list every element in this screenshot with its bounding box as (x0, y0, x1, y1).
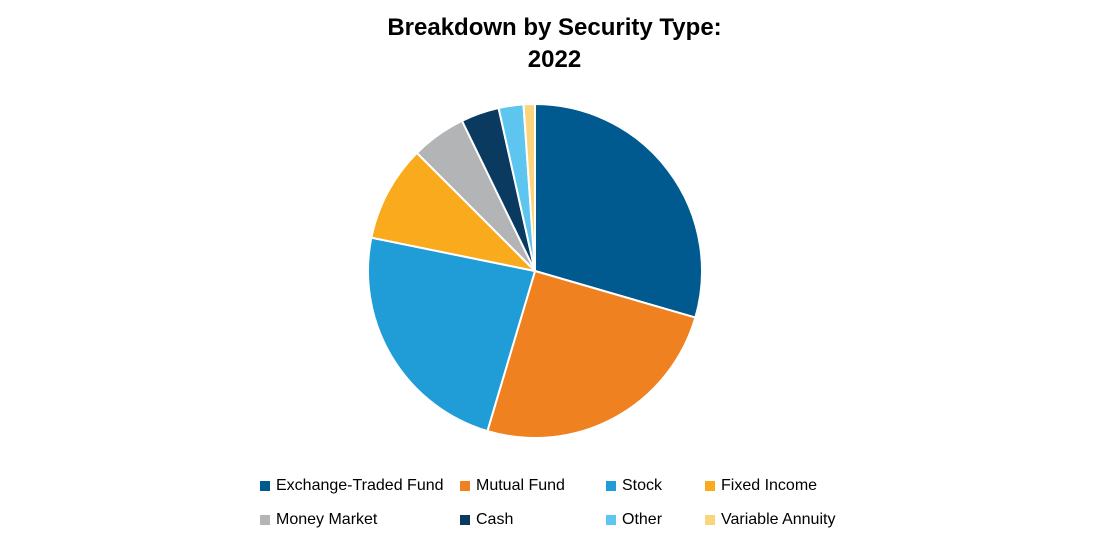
legend-label-stock: Stock (622, 477, 663, 494)
legend-swatch-variable-annuity (705, 515, 715, 525)
legend-label-mutual-fund: Mutual Fund (476, 477, 565, 494)
chart-title: Breakdown by Security Type: 2022 (0, 12, 1109, 76)
legend-swatch-mutual-fund (460, 481, 470, 491)
pie-slice-stock (367, 236, 536, 433)
chart-title-line-1: Breakdown by Security Type: (387, 14, 722, 41)
legend-item-variable-annuity: Variable Annuity (705, 510, 880, 530)
legend-item-money-market: Money Market (260, 510, 460, 530)
legend-swatch-other (606, 515, 616, 525)
pie-slice-fixed-income (370, 151, 536, 272)
legend-swatch-money-market (260, 515, 270, 525)
legend-label-cash: Cash (476, 511, 514, 528)
legend-item-mutual-fund: Mutual Fund (460, 476, 606, 496)
legend-item-exchange-traded-fund: Exchange-Traded Fund (260, 476, 460, 496)
legend-swatch-fixed-income (705, 481, 715, 491)
pie-slice-variable-annuity (522, 103, 536, 272)
legend-label-fixed-income: Fixed Income (721, 477, 818, 494)
legend-item-other: Other (606, 510, 705, 530)
pie-slice-exchange-traded-fund (534, 103, 703, 319)
legend-item-cash: Cash (460, 510, 606, 530)
pie-slice-mutual-fund (486, 270, 697, 439)
legend-item-stock: Stock (606, 476, 705, 496)
legend-swatch-stock (606, 481, 616, 491)
legend-label-other: Other (622, 511, 663, 528)
legend-swatch-cash (460, 515, 470, 525)
legend-label-exchange-traded-fund: Exchange-Traded Fund (276, 477, 444, 494)
legend-label-money-market: Money Market (276, 511, 378, 528)
legend-swatch-exchange-traded-fund (260, 481, 270, 491)
chart-title-line-2: 2022 (527, 46, 582, 73)
legend-label-variable-annuity: Variable Annuity (721, 511, 836, 528)
legend: Exchange-Traded Fund Mutual Fund Stock Fixe… (260, 476, 880, 530)
legend-item-fixed-income: Fixed Income (705, 476, 880, 496)
